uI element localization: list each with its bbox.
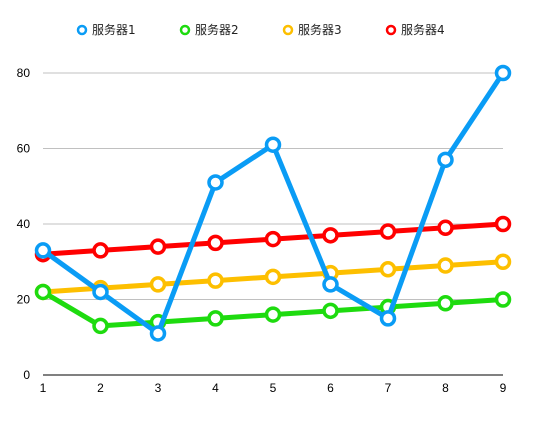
legend-label: 服务器3 xyxy=(298,22,342,37)
series-lines xyxy=(34,64,512,342)
data-point xyxy=(264,306,282,323)
data-point xyxy=(379,261,397,278)
series-2 xyxy=(34,283,512,335)
data-point xyxy=(322,227,339,244)
data-point xyxy=(322,302,339,320)
y-tick-label: 40 xyxy=(17,217,31,231)
x-tick-label: 3 xyxy=(155,381,162,395)
x-tick-label: 6 xyxy=(327,381,334,395)
data-point xyxy=(379,310,397,327)
legend-marker xyxy=(76,24,88,36)
legend-marker xyxy=(179,24,191,36)
data-point xyxy=(264,136,282,153)
x-tick-label: 5 xyxy=(270,381,277,395)
data-point xyxy=(149,276,167,293)
legend-item-2: 服务器2 xyxy=(179,22,239,37)
legend-marker xyxy=(385,24,397,36)
legend-label: 服务器2 xyxy=(195,22,239,37)
y-tick-label: 80 xyxy=(17,66,31,80)
x-tick-label: 7 xyxy=(385,381,392,395)
data-point xyxy=(207,234,224,252)
legend-item-3: 服务器3 xyxy=(282,22,342,37)
data-point xyxy=(437,219,454,237)
data-point xyxy=(149,238,167,255)
legend-item-4: 服务器4 xyxy=(385,22,445,37)
data-point xyxy=(437,295,454,312)
data-point xyxy=(494,253,512,270)
x-tick-label: 2 xyxy=(97,381,104,395)
series-line xyxy=(40,70,506,336)
data-point xyxy=(207,310,224,327)
data-point xyxy=(149,325,167,342)
x-tick-label: 9 xyxy=(500,381,507,395)
axes: 0 20 40 60 80 1 2 3 4 5 6 7 8 9 xyxy=(17,66,507,395)
legend: 服务器1 服务器2 服务器3 服务器4 xyxy=(76,22,445,37)
y-tick-label: 20 xyxy=(17,293,31,307)
data-point xyxy=(264,230,282,248)
data-point xyxy=(437,151,454,169)
x-tick-label: 8 xyxy=(442,381,449,395)
legend-marker xyxy=(282,24,294,36)
data-point xyxy=(92,242,109,259)
data-point xyxy=(34,242,52,259)
y-tick-label: 0 xyxy=(23,368,30,382)
data-point xyxy=(322,276,339,293)
data-point xyxy=(34,283,52,301)
x-tick-label: 4 xyxy=(212,381,219,395)
data-point xyxy=(494,64,512,82)
data-point xyxy=(494,291,512,308)
legend-label: 服务器4 xyxy=(401,22,445,37)
data-point xyxy=(264,268,282,286)
data-point xyxy=(207,272,224,289)
data-point xyxy=(379,223,397,240)
x-tick-label: 1 xyxy=(40,381,47,395)
legend-item-1: 服务器1 xyxy=(76,22,136,37)
data-point xyxy=(207,174,224,191)
data-point xyxy=(494,215,512,233)
data-point xyxy=(437,257,454,274)
y-tick-label: 60 xyxy=(17,142,31,156)
data-point xyxy=(92,317,109,335)
series-1 xyxy=(34,64,512,342)
data-point xyxy=(92,283,109,301)
legend-label: 服务器1 xyxy=(92,22,136,37)
